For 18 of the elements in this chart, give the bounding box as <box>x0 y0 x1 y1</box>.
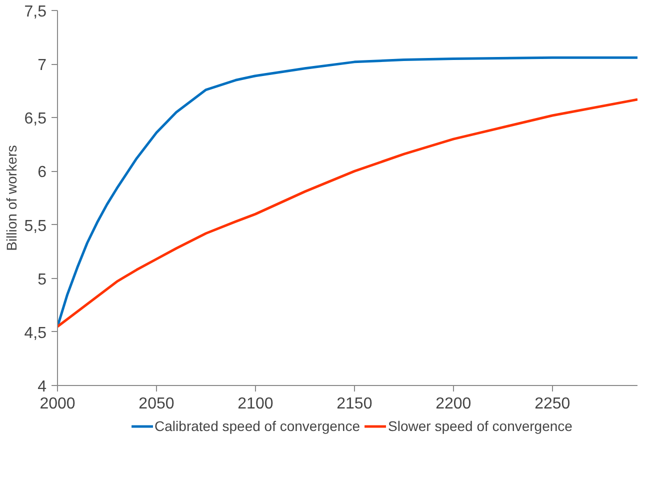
y-axis-title: Billion of workers <box>3 145 20 251</box>
y-tick-label: 5 <box>38 271 47 288</box>
x-tick-label: 2200 <box>436 396 472 412</box>
x-tick-label: 2050 <box>138 396 174 412</box>
y-tick-label: 6 <box>38 164 47 182</box>
y-tick-label: 7,5 <box>24 4 47 20</box>
x-tick-label: 2150 <box>336 396 372 412</box>
x-tick-label: 2250 <box>534 396 570 412</box>
x-tick-label: 2000 <box>40 396 76 412</box>
y-tick-label: 5,5 <box>24 218 47 235</box>
y-tick-label: 7 <box>38 57 47 74</box>
legend-label: Calibrated speed of convergence <box>154 418 360 434</box>
legend-label: Slower speed of convergence <box>388 418 572 434</box>
y-tick-label: 4,5 <box>24 324 47 342</box>
y-tick-label: 4 <box>38 378 47 396</box>
y-tick-label: 6,5 <box>24 110 47 128</box>
x-tick-label: 2100 <box>238 396 274 412</box>
line-series <box>58 98 638 328</box>
